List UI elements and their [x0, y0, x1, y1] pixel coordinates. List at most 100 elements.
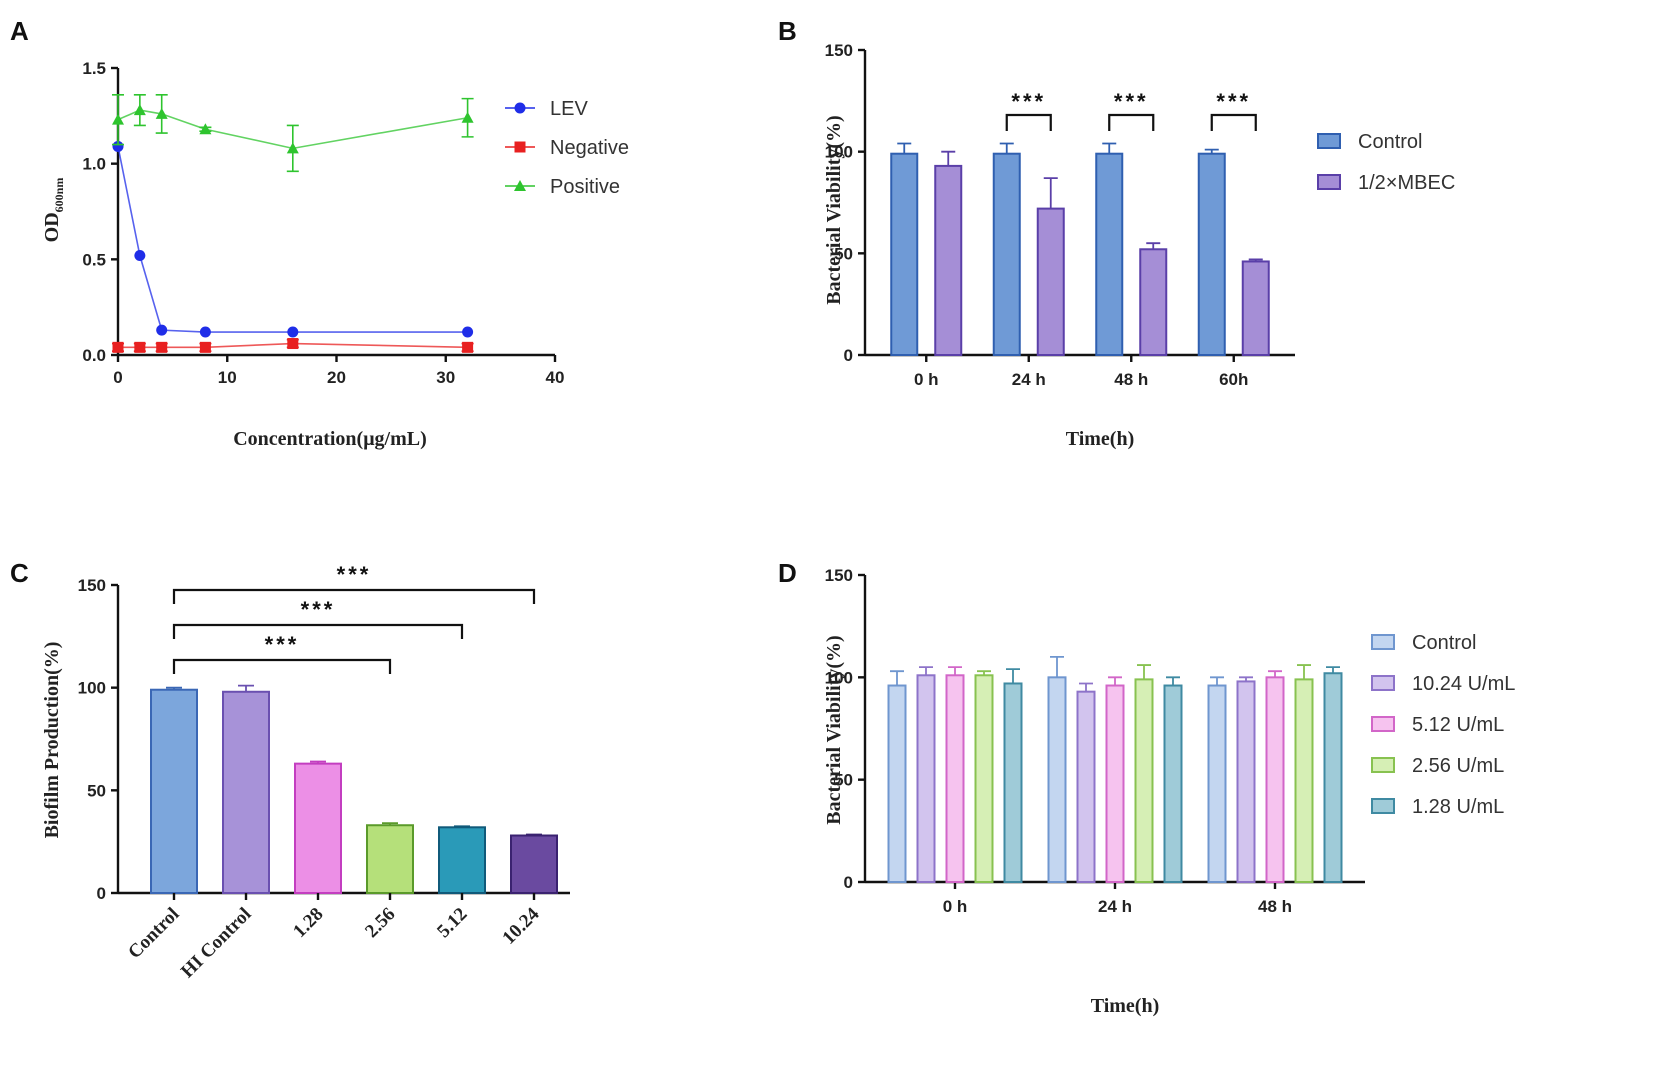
panel-b-significance-bracket [1108, 113, 1155, 131]
panel-c-x-tick-label: 10.24 [498, 903, 543, 948]
panel-c-significance-label: *** [265, 632, 300, 657]
panel-a-xlabel: Concentration(μg/mL) [233, 428, 427, 450]
panel-d-ylabel: Bacterial Viability(%) [823, 635, 845, 824]
panel-b-ylabel: Bacterial Viability(%) [823, 115, 845, 304]
panel-b-bar [1139, 248, 1168, 356]
panel-d-xlabel: Time(h) [1091, 995, 1160, 1017]
panel-a-legend-label: LEV [550, 98, 588, 120]
panel-d-y-tick-label: 150 [825, 566, 853, 585]
panel-a-point-positive [112, 113, 124, 125]
panel-c-error-bar [382, 822, 398, 826]
panel-c-y-tick-label: 0 [97, 884, 106, 903]
panel-d-bar [1047, 676, 1067, 883]
panel-a-y-tick-label: 0.5 [82, 250, 106, 269]
panel-d-error-bar [1137, 664, 1151, 680]
panel-d-legend-swatch [1371, 675, 1395, 691]
panel-b-significance-label: *** [1114, 89, 1149, 114]
panel-a-point-lev [156, 324, 168, 336]
panel-c-significance-label: *** [301, 597, 336, 622]
panel-b-legend-swatch [1317, 174, 1341, 190]
panel-a-ylabel-main: OD [41, 212, 63, 242]
panel-d-x-tick-label: 24 h [1098, 897, 1132, 916]
panel-c-error-bar [454, 825, 470, 828]
panel-a-point-positive [286, 142, 299, 154]
panel-letter-c: C [10, 558, 29, 588]
panel-letter-a: A [10, 16, 29, 46]
panel-c-significance-bracket [172, 588, 536, 604]
panel-d-bar [945, 674, 965, 884]
panel-d-error-bar [1297, 664, 1311, 680]
panel-b-bar [934, 164, 963, 356]
panel-c-significance-bracket [172, 623, 464, 639]
panel-d-error-bar [1239, 676, 1253, 682]
panel-b-x-tick-label: 0 h [914, 370, 939, 389]
panel-d-bar [1294, 678, 1314, 883]
panel-d-legend-swatch [1371, 757, 1395, 773]
panel-b-bar [1095, 152, 1124, 356]
panel-d-error-bar [1108, 676, 1122, 686]
panel-b-significance-bracket [1210, 113, 1257, 131]
panel-d-bar [916, 674, 936, 884]
panel-b-y-tick-label: 0 [844, 346, 853, 365]
panel-c-bar [294, 762, 342, 895]
panel-d-error-bar [1268, 670, 1282, 678]
panel-d-bar [887, 684, 907, 884]
panel-a-y-tick-label: 1.5 [82, 59, 106, 78]
panel-b-y-tick-label: 100 [825, 143, 853, 162]
panel-c-y-tick-label: 150 [78, 576, 106, 595]
panel-b-significance-label: *** [1216, 89, 1251, 114]
panel-b-bar [1197, 152, 1226, 356]
panel-d-legend-label: 10.24 U/mL [1412, 673, 1515, 695]
panel-d-bar [974, 674, 994, 884]
panel-d-bar [1236, 680, 1256, 884]
panel-b-legend-label: 1/2×MBEC [1358, 172, 1455, 194]
panel-d-legend-swatch [1371, 716, 1395, 732]
panel-c-error-bar [238, 684, 254, 692]
panel-c-x-tick-label: Control [124, 904, 183, 963]
panel-b-significance-label: *** [1011, 89, 1046, 114]
panel-letter-b: B [778, 16, 797, 46]
panel-d-error-bar [1166, 676, 1180, 686]
panel-a-point-positive [199, 123, 212, 135]
panel-c-bar [510, 834, 558, 894]
panel-c-significance-bracket [172, 658, 392, 674]
panel-a-legend-marker [514, 180, 526, 191]
panel-a-point-lev [199, 326, 211, 338]
panel-d-legend-swatch [1371, 634, 1395, 650]
panel-d-error-bar [948, 666, 962, 676]
panel-a-point-positive [155, 107, 168, 119]
panel-a-x-tick-label: 10 [218, 368, 237, 387]
panel-a-x-tick-label: 20 [327, 368, 346, 387]
panel-c-x-tick-label: 2.56 [361, 904, 399, 942]
panel-b-y-tick-label: 50 [834, 244, 853, 263]
panel-c-bar [150, 688, 198, 894]
panel-d-error-bar [890, 670, 904, 686]
panel-d-error-bar [977, 670, 991, 676]
panel-b-x-tick-label: 60h [1219, 370, 1248, 389]
panel-a-ylabel-sub: 600nm [52, 178, 66, 213]
panel-a-point-positive [461, 111, 474, 123]
panel-a-y-tick-label: 1.0 [82, 155, 106, 174]
panel-d-error-bar [1006, 668, 1020, 684]
panel-letter-d: D [778, 558, 797, 588]
panel-d-legend-swatch [1371, 798, 1395, 814]
panel-b-xlabel: Time(h) [1066, 428, 1135, 450]
panel-b-error-bar [1043, 177, 1058, 209]
panel-b-bar [890, 152, 919, 356]
panel-a-point-negative [462, 341, 474, 353]
panel-a-legend-marker [514, 102, 526, 114]
panel-a-legend-marker [514, 141, 526, 153]
panel-d-error-bar [1050, 655, 1064, 678]
panel-b-error-bar [897, 142, 912, 154]
panel-d-x-tick-label: 48 h [1258, 897, 1292, 916]
panel-b-significance-bracket [1005, 113, 1052, 131]
panel-a-x-tick-label: 40 [546, 368, 565, 387]
panel-a-point-negative [199, 341, 211, 353]
panel-a-legend-label: Positive [550, 176, 620, 198]
panel-a-point-positive [133, 104, 146, 116]
panel-a-point-negative [112, 341, 124, 353]
panel-a-point-lev [287, 326, 299, 338]
panel-a-ylabel: OD600nm [41, 178, 66, 243]
